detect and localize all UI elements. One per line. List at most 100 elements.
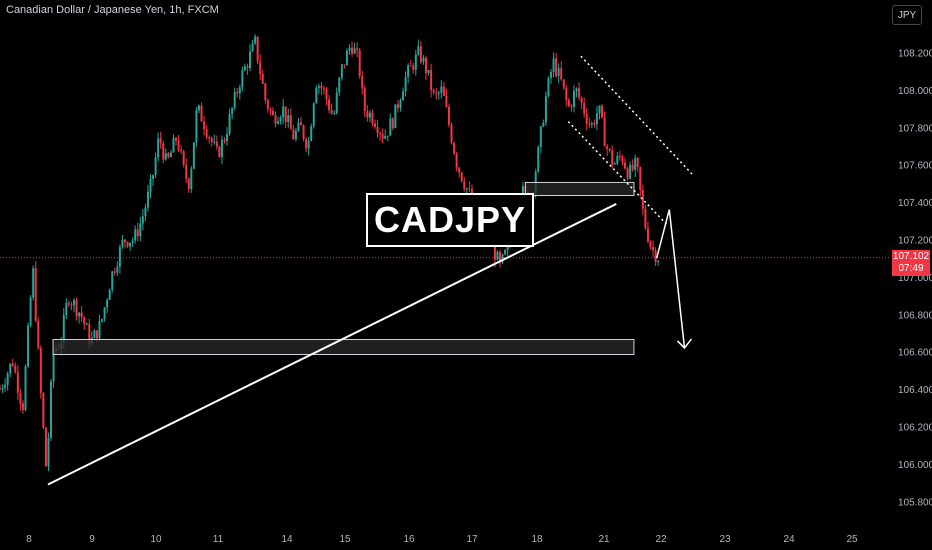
candle-body (154, 157, 157, 176)
candle-body (307, 140, 310, 149)
price-tick-label: 105.800 (898, 497, 932, 508)
candle-body (320, 85, 323, 89)
time-axis[interactable]: 8 9 10 11 14 15 16 17 18 21 22 23 24 25 (26, 534, 858, 545)
candle-body (80, 312, 83, 318)
candle-body (271, 110, 274, 116)
symbol-title: Canadian Dollar / Japanese Yen, 1h, FXCM (6, 4, 219, 16)
candle-body (169, 152, 172, 158)
candle-body (322, 88, 325, 90)
candle-body (141, 216, 144, 224)
candle-body (389, 118, 392, 136)
candle-body (570, 105, 573, 107)
candle-body (353, 48, 356, 54)
candle-body (103, 307, 106, 320)
candle-body (44, 427, 47, 467)
candle-body (226, 134, 229, 142)
time-tick-label: 11 (213, 534, 224, 545)
candle-body (65, 302, 68, 315)
candle-body (175, 138, 178, 141)
candle-body (121, 239, 124, 247)
candle-body (185, 164, 188, 179)
price-tick-label: 106.200 (898, 422, 932, 433)
candle-body (636, 158, 639, 168)
candle-body (361, 75, 364, 89)
candle-body (567, 99, 570, 106)
ascending-trendline (47, 203, 617, 486)
candle-body (220, 139, 223, 157)
candle-body (284, 106, 287, 123)
candle-body (0, 389, 1, 391)
candle-body (468, 188, 471, 190)
currency-badge[interactable]: JPY (892, 5, 922, 25)
candle-body (1, 387, 4, 390)
candle-body (631, 164, 634, 170)
candle-body (641, 189, 644, 209)
candle-body (442, 86, 445, 96)
candle-body (131, 240, 134, 243)
candle-body (399, 100, 402, 108)
candle-body (580, 97, 583, 103)
candle-body (317, 85, 320, 88)
price-tick-label: 108.000 (898, 86, 932, 97)
candle-body (562, 79, 565, 88)
candle-body (233, 92, 236, 108)
candle-body (539, 126, 542, 147)
time-tick-label: 15 (339, 534, 351, 545)
price-axis[interactable]: 108.200 108.000 107.800 107.600 107.400 107.2… (898, 48, 932, 508)
price-tick-label: 107.800 (898, 123, 932, 134)
candle-body (236, 92, 239, 94)
candle-body (608, 148, 611, 151)
candle-body (409, 65, 412, 67)
candle-body (588, 123, 591, 125)
candle-body (300, 122, 303, 126)
candle-body (340, 64, 343, 78)
candle-body (578, 88, 581, 98)
candle-body (34, 268, 37, 321)
candle-body (621, 156, 624, 163)
candle-body (555, 58, 558, 76)
candle-body (432, 90, 435, 93)
candle-body (269, 108, 272, 111)
cadjpy-annotation-label[interactable]: CADJPY (366, 193, 535, 247)
candle-body (47, 437, 50, 467)
candle-body (292, 129, 295, 140)
price-tick-label: 107.200 (898, 235, 932, 246)
candle-body (616, 155, 619, 164)
candle-body (447, 106, 450, 125)
candle-body (187, 178, 190, 190)
candle-body (358, 50, 361, 76)
candle-body (9, 363, 12, 374)
candle-body (445, 95, 448, 107)
candle-body (427, 69, 430, 74)
candle-body (144, 207, 147, 217)
candle-body (463, 181, 466, 190)
candle-body (623, 162, 626, 169)
candle-body (52, 351, 55, 382)
candle-body (72, 300, 75, 306)
chart-drawings[interactable] (47, 55, 693, 486)
price-tick-label: 107.400 (898, 198, 932, 209)
candle-body (419, 46, 422, 62)
candle-body (652, 247, 655, 251)
candle-body (312, 103, 315, 127)
projection-arrow-path (655, 209, 686, 349)
candle-body (560, 68, 563, 80)
candle-body (149, 178, 152, 192)
candle-body (356, 48, 359, 51)
candle-body (123, 239, 126, 242)
candle-body (95, 330, 98, 339)
candle-body (16, 372, 19, 393)
candle-body (430, 69, 433, 91)
candle-body (629, 164, 632, 179)
candle-body (167, 153, 170, 158)
candle-body (192, 142, 195, 169)
candle-body (606, 146, 609, 149)
candle-body (338, 77, 341, 93)
time-tick-label: 9 (89, 534, 95, 545)
candle-body (246, 66, 249, 69)
candle-body (593, 123, 596, 125)
candle-body (371, 112, 374, 124)
candle-body (19, 392, 22, 404)
candle-body (190, 168, 193, 190)
